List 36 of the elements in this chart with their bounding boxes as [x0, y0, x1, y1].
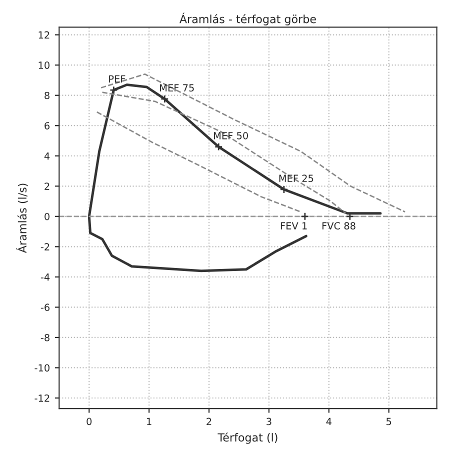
- annotation: PEF: [109, 75, 126, 82]
- chart-title: Áramlás - térfogat görbe: [180, 12, 316, 26]
- annotation: MEF 75: [160, 84, 194, 92]
- y-tick-label: 6: [44, 122, 50, 130]
- point: [280, 185, 288, 194]
- x-tick-label: 2: [206, 418, 212, 426]
- y-tick-label: 10: [38, 62, 50, 69]
- point: [110, 86, 118, 94]
- x-tick-label: 3: [266, 418, 272, 426]
- y-axis-title: Áramlás (l/s): [16, 184, 28, 253]
- annotation: MEF 25: [279, 174, 314, 182]
- y-tick-label: -4: [40, 274, 50, 281]
- y-tick-label: 2: [44, 182, 50, 190]
- line-series: [96, 111, 302, 213]
- y-tick-label: -2: [40, 243, 50, 250]
- line-series: [100, 73, 406, 213]
- annotation: MEF 50: [214, 132, 248, 140]
- point: [160, 94, 169, 104]
- y-tick-label: -8: [40, 334, 50, 342]
- y-tick-label: -12: [34, 394, 50, 402]
- x-tick-label: 5: [386, 418, 392, 426]
- y-tick-label: 8: [44, 92, 50, 100]
- line-series: [88, 83, 382, 272]
- x-tick-label: 1: [147, 418, 152, 426]
- annotation: FEV 1: [280, 222, 307, 230]
- y-tick-label: 0: [44, 212, 50, 220]
- point: [214, 142, 223, 151]
- y-tick-label: -10: [34, 364, 50, 372]
- y-tick-label: 12: [38, 31, 50, 38]
- x-tick-label: 4: [326, 418, 332, 426]
- y-tick-label: -6: [40, 304, 50, 312]
- y-tick-label: 4: [44, 152, 50, 160]
- x-tick-label: 0: [86, 418, 92, 426]
- annotation: FVC 88: [322, 222, 356, 230]
- x-axis-title: Térfogat (l): [218, 432, 278, 444]
- line-series: [102, 92, 346, 214]
